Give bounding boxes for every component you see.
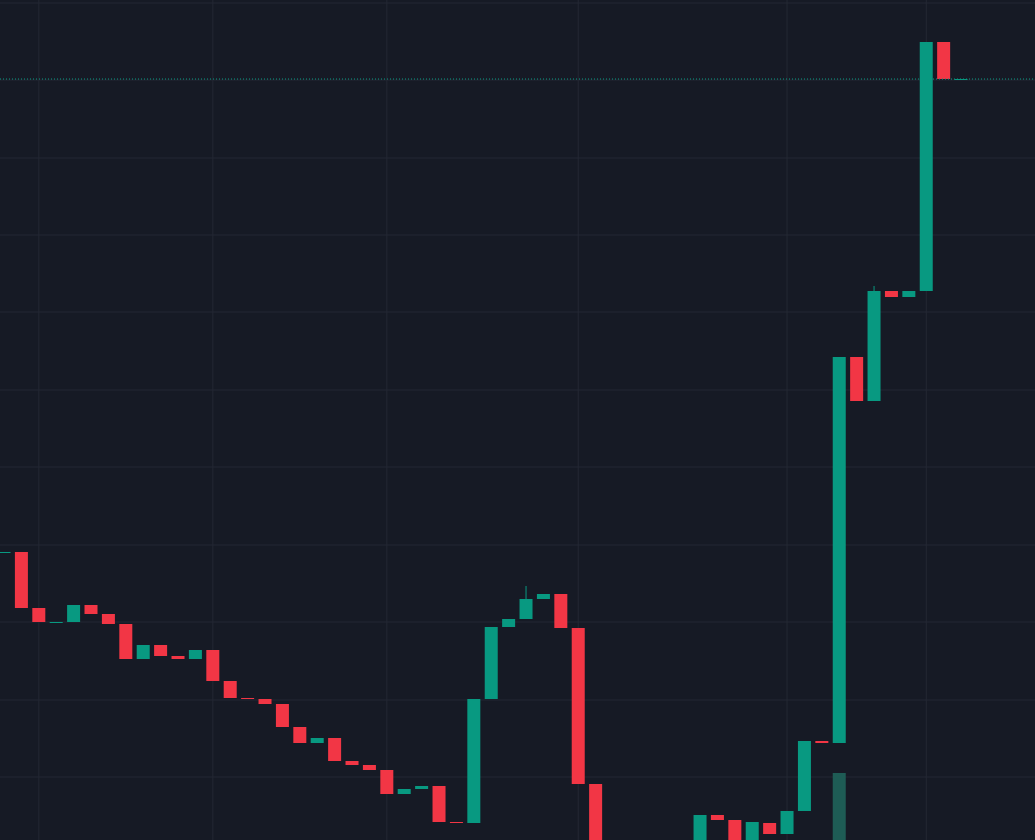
- candle-body: [171, 656, 185, 659]
- candle-body: [293, 727, 307, 743]
- candle-body: [728, 820, 742, 840]
- candle-body: [188, 650, 202, 659]
- candle-body: [797, 741, 811, 811]
- candle-body: [32, 608, 46, 622]
- candle-body: [937, 42, 951, 79]
- candle-body: [49, 622, 63, 623]
- candle-body: [554, 594, 568, 628]
- candle-body: [902, 291, 916, 297]
- candle-body: [815, 741, 829, 743]
- candle-body: [84, 605, 98, 614]
- candle-body: [206, 650, 220, 681]
- candle-body: [763, 823, 777, 834]
- candle-body: [449, 822, 463, 823]
- candle-body: [467, 699, 481, 823]
- candle-body: [867, 291, 881, 401]
- candle-body: [693, 815, 707, 840]
- candle-body: [101, 614, 115, 624]
- candle-body: [745, 822, 759, 840]
- candle-body: [223, 681, 237, 698]
- candle-body: [397, 789, 411, 794]
- candle-body: [241, 698, 255, 699]
- candle-body: [67, 605, 81, 622]
- candle-body: [589, 784, 603, 840]
- candle-body: [780, 811, 794, 834]
- candle-body: [832, 357, 846, 743]
- candle-body: [258, 699, 272, 704]
- candle-body: [328, 738, 342, 761]
- candle-body: [119, 624, 133, 659]
- candle-body: [345, 761, 359, 765]
- candle-body: [536, 594, 550, 599]
- candle-body: [362, 765, 376, 770]
- candle-body: [884, 291, 898, 297]
- candle-body: [571, 628, 585, 784]
- candle-body: [484, 627, 498, 699]
- candle-body: [502, 619, 516, 627]
- candle-body: [275, 704, 289, 727]
- candle-body: [710, 815, 724, 820]
- candle-body: [0, 552, 11, 553]
- candle-body: [432, 786, 446, 822]
- candle-body: [14, 552, 28, 608]
- candle-body: [919, 42, 933, 291]
- candle-body: [310, 738, 324, 743]
- candle-body: [154, 645, 168, 656]
- volume-bar: [832, 773, 846, 840]
- candle-body: [415, 786, 429, 789]
- candle-body: [954, 79, 968, 80]
- candle-body: [850, 357, 864, 401]
- candle-body: [380, 770, 394, 794]
- candle-body: [136, 645, 150, 659]
- candle-body: [519, 599, 533, 619]
